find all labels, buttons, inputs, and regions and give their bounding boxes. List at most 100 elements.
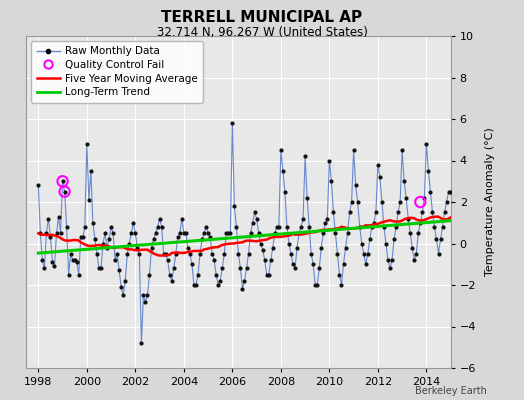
Point <box>337 282 346 288</box>
Point <box>272 224 281 230</box>
Point <box>101 230 109 236</box>
Point <box>434 251 443 257</box>
Point <box>297 224 305 230</box>
Point <box>127 230 136 236</box>
Point <box>222 230 231 236</box>
Point <box>103 244 111 251</box>
Point <box>283 224 291 230</box>
Point <box>178 215 186 222</box>
Point <box>329 209 337 216</box>
Point <box>161 251 170 257</box>
Point <box>256 240 265 247</box>
Point <box>44 215 52 222</box>
Point <box>301 153 309 160</box>
Point <box>416 220 424 226</box>
Point <box>156 215 164 222</box>
Point <box>325 157 334 164</box>
Point <box>248 220 257 226</box>
Point <box>147 244 156 251</box>
Point <box>159 251 168 257</box>
Point <box>350 147 358 153</box>
Point <box>143 292 151 298</box>
Point <box>394 209 402 216</box>
Point <box>260 257 269 263</box>
Point <box>196 251 204 257</box>
Point <box>241 278 249 284</box>
Point <box>192 282 200 288</box>
Point <box>270 230 279 236</box>
Point <box>376 174 384 180</box>
Point <box>293 244 301 251</box>
Point <box>451 203 459 209</box>
Point <box>166 272 174 278</box>
Point <box>331 230 340 236</box>
Point <box>388 257 396 263</box>
Point <box>171 251 180 257</box>
Point <box>71 257 79 263</box>
Point <box>226 230 235 236</box>
Point <box>311 282 320 288</box>
Point <box>198 236 206 242</box>
Point <box>279 168 287 174</box>
Point <box>267 257 275 263</box>
Point <box>412 251 420 257</box>
Point <box>340 261 348 268</box>
Point <box>119 292 127 298</box>
Point <box>125 240 134 247</box>
Point <box>396 199 405 205</box>
Point <box>321 220 330 226</box>
Point <box>309 261 318 268</box>
Point <box>115 267 123 274</box>
Point <box>390 236 398 242</box>
Point <box>446 188 455 195</box>
Point <box>444 188 453 195</box>
Point <box>380 224 388 230</box>
Point <box>50 263 59 270</box>
Point <box>422 141 431 147</box>
Point <box>194 272 202 278</box>
Point <box>414 230 422 236</box>
Point <box>456 240 465 247</box>
Point <box>133 244 141 251</box>
Point <box>430 224 439 230</box>
Point <box>242 265 250 272</box>
Point <box>327 178 335 184</box>
Point <box>85 197 93 203</box>
Point <box>168 278 176 284</box>
Point <box>374 162 382 168</box>
Point <box>113 251 122 257</box>
Point <box>202 224 210 230</box>
Point <box>408 244 417 251</box>
Point <box>228 120 236 126</box>
Point <box>86 168 95 174</box>
Point <box>287 251 295 257</box>
Point <box>182 230 190 236</box>
Point <box>123 251 132 257</box>
Point <box>289 261 297 268</box>
Point <box>54 213 63 220</box>
Point <box>180 230 188 236</box>
Point <box>111 257 119 263</box>
Point <box>48 259 57 265</box>
Point <box>420 195 429 201</box>
Point <box>208 251 216 257</box>
Point <box>275 224 283 230</box>
Point <box>218 265 226 272</box>
Point <box>131 230 139 236</box>
Point <box>52 230 61 236</box>
Point <box>58 178 67 184</box>
Point <box>230 203 238 209</box>
Point <box>345 209 354 216</box>
Point <box>250 209 259 216</box>
Point <box>163 257 172 263</box>
Point <box>60 188 69 195</box>
Point <box>258 246 267 253</box>
Point <box>173 234 182 240</box>
Point <box>392 224 400 230</box>
Point <box>362 261 370 268</box>
Point <box>402 195 410 201</box>
Point <box>368 224 376 230</box>
Point <box>38 257 47 263</box>
Point <box>81 224 89 230</box>
Point <box>34 182 42 189</box>
